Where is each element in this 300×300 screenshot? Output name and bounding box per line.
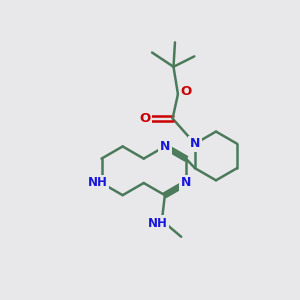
- Text: N: N: [160, 140, 170, 153]
- Text: O: O: [139, 112, 150, 125]
- Text: N: N: [181, 176, 191, 190]
- Text: N: N: [190, 137, 200, 150]
- Text: NH: NH: [148, 217, 167, 230]
- Text: NH: NH: [88, 176, 108, 190]
- Text: O: O: [180, 85, 192, 98]
